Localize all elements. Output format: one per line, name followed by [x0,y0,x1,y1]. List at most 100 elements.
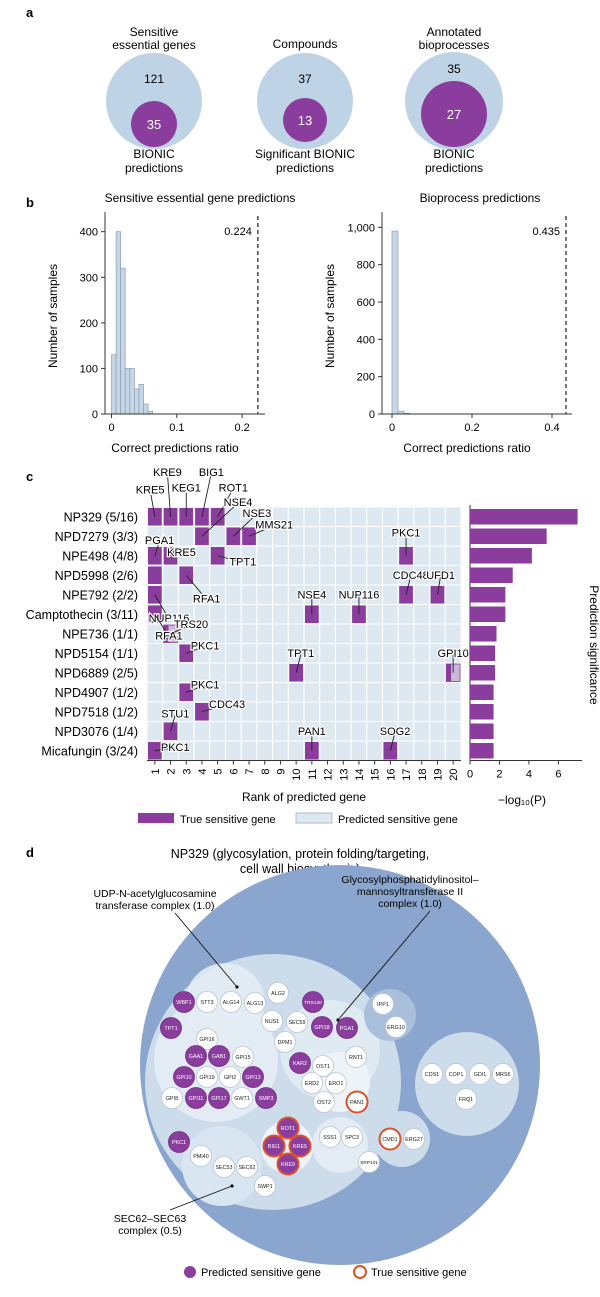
legend-true-label: True sensitive gene [180,814,276,826]
heatmap-gene-label: BIG1 [199,467,224,479]
heatmap-cell [444,584,462,605]
pack-node [236,1156,258,1178]
heatmap-gene-leader [186,645,206,654]
heatmap-gene-label: PKC1 [161,742,190,754]
pack-node-label: PMI40 [193,1154,209,1160]
pack-node [312,1055,334,1077]
heatmap-cell [319,740,336,761]
heatmap-cell [366,565,383,586]
heatmap-gene-label: TRS20 [174,619,208,631]
heatmap-row-label: NPD6889 (2/5) [55,666,138,680]
pack-node-label: SSS1 [323,1135,337,1141]
pack-node-label: ERO1 [329,1081,344,1087]
heatmap-cell [225,662,242,683]
heatmap-col-label: 11 [307,769,319,780]
heatmap-cell [413,662,431,683]
hist-xlabel: Correct predictions ratio [111,441,239,455]
heatmap-cell [225,623,242,644]
heatmap-cell [382,584,399,605]
heatmap-gene-leader [170,552,182,557]
pack-node [336,1017,358,1039]
heatmap-cell [240,662,258,683]
pack-annotation-dot [235,985,239,989]
heatmap-cell [240,604,258,625]
panel-letter-c: c [26,469,33,484]
pack-annotation-line: mannosyltransferase II [357,886,463,898]
pack-annotation-dot [336,1018,340,1022]
pack-annotation-line: complex (1.0) [378,898,442,910]
heatmap-gene-leader [217,555,243,563]
pack-node-label: SEC59 [288,1020,305,1026]
heatmap-cell [287,740,305,761]
heatmap-cell [334,506,352,527]
heatmap-cell [334,623,352,644]
sig-bar [470,665,496,681]
panel-c-heatmap: NP329 (5/16) NPD7279 (3/3) NPE498 (4/8) NPD… [26,466,600,826]
sig-bar [470,528,547,544]
heatmap-cell [209,740,227,761]
pack-node-label: GPI19 [199,1075,214,1081]
pack-node [385,1016,407,1038]
pack-annotation-leader [169,1185,233,1211]
heatmap-cell [334,662,352,683]
pack-node [276,1152,300,1176]
heatmap-gene-leader [170,624,192,635]
heatmap-cell [193,721,211,742]
venn-inner-count: 27 [447,107,461,122]
hist-bar [391,230,399,415]
pack-node-label: SEC62 [238,1165,255,1171]
heatmap-cell [256,565,274,586]
heatmap-gene-label: PKC1 [191,679,220,691]
heatmap-cell [225,506,242,527]
pack-annotation-leader [174,912,238,988]
sig-bar [470,645,496,661]
venn-outer-count: 121 [144,72,164,86]
pack-node [302,991,324,1013]
heatmap-cell [350,662,368,683]
heatmap-gene-label: TPT1 [287,648,314,660]
heatmap-gene-label: KEG1 [172,482,201,494]
sig-bar [470,743,494,759]
heatmap-cell [177,721,195,742]
heatmap-col-label: 10 [291,769,303,781]
pack-node-label: WBP1 [176,1000,191,1006]
pack-node-label: SPC3 [345,1135,359,1141]
sig-x-tick-label: 6 [555,769,561,781]
heatmap-true-cell [242,527,256,545]
heatmap-cell [319,526,336,547]
heatmap-cell [272,584,289,605]
heatmap-cell [287,701,305,722]
heatmap-gene-label: PAN1 [298,726,326,738]
pack-node [345,1090,369,1114]
heatmap-cell [366,623,383,644]
heatmap-row-label: NPD3076 (1/4) [55,725,138,739]
pack-node [213,1156,235,1178]
pack-node-label: GPI13 [245,1075,260,1081]
heatmap-gene-label: NSE4 [297,590,326,602]
heatmap-cell [413,604,431,625]
heatmap-cell [225,721,242,742]
heatmap-gene-label: PKC1 [191,640,220,652]
heatmap-cell [272,701,289,722]
pack-cluster-cmd [374,1111,430,1167]
pack-annotation: Glycosylphosphatidylinositol– mannosyltra… [341,874,478,910]
venn-label-line: predictions [276,161,334,175]
venn-inner-circle [421,81,487,147]
heatmap-cell [382,623,399,644]
heatmap-col-label: 19 [432,769,444,781]
heatmap-cell [397,506,415,527]
heatmap-cell [272,721,289,742]
heatmap-cell [429,526,446,547]
pack-node-label: MRS6 [496,1072,511,1078]
heatmap-cell [162,662,179,683]
pack-node [313,1091,335,1113]
heatmap-gene-leader [233,513,258,537]
hist-observed-label: 0.224 [224,226,252,238]
heatmap-cell [382,643,399,664]
hist-y-tick-label: 400 [80,227,98,239]
heatmap-cell [429,545,446,566]
heatmap-cell [350,623,368,644]
heatmap-partial-fill [163,625,169,643]
hist-ylabel: Number of samples [323,264,337,368]
